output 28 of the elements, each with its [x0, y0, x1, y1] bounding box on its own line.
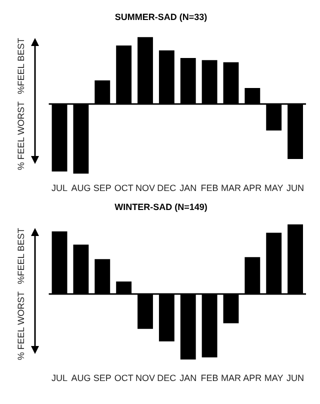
- x-tick-label: SEP: [93, 373, 112, 384]
- x-tick-label: AUG: [71, 183, 91, 194]
- x-tick-label: FEB: [200, 183, 218, 194]
- x-tick-label: JUL: [52, 373, 68, 384]
- x-tick-label: OCT: [114, 183, 134, 194]
- x-tick-label: DEC: [157, 183, 177, 194]
- x-tick-label: MAY: [264, 183, 284, 194]
- x-tick-label: NOV: [135, 183, 156, 194]
- x-tick-label: APR: [243, 373, 262, 384]
- x-tick-label: JAN: [180, 373, 197, 384]
- x-tick-label: JUL: [52, 183, 68, 194]
- x-tick-label: NOV: [135, 373, 156, 384]
- x-tick-label: MAY: [264, 373, 284, 384]
- x-tick-label: SEP: [93, 183, 112, 194]
- x-tick-label: MAR: [220, 373, 242, 384]
- chart-title: WINTER-SAD (N=149): [114, 202, 208, 212]
- x-tick-label: OCT: [114, 373, 134, 384]
- x-tick-label: APR: [243, 183, 262, 194]
- y-axis-title: % FEEL WORST %FEEL BEST: [16, 37, 26, 170]
- x-tick-label: JAN: [180, 183, 197, 194]
- x-tick-label: DEC: [157, 373, 177, 384]
- x-tick-label: AUG: [71, 373, 91, 384]
- chart-title: SUMMER-SAD (N=33): [114, 12, 208, 22]
- x-tick-label: JUN: [286, 373, 304, 384]
- x-tick-label: MAR: [220, 183, 242, 194]
- x-tick-label: FEB: [200, 373, 218, 384]
- x-tick-label: JUN: [286, 183, 304, 194]
- y-axis-title: % FEEL WORST %FEEL BEST: [16, 227, 26, 360]
